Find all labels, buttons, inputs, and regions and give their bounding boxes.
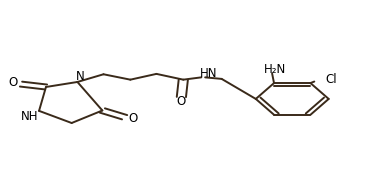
Text: O: O bbox=[177, 95, 186, 108]
Text: NH: NH bbox=[21, 110, 38, 123]
Text: O: O bbox=[129, 112, 138, 125]
Text: H₂N: H₂N bbox=[264, 63, 286, 76]
Text: N: N bbox=[76, 70, 85, 83]
Text: Cl: Cl bbox=[325, 73, 336, 86]
Text: HN: HN bbox=[200, 67, 218, 80]
Text: O: O bbox=[8, 76, 17, 89]
